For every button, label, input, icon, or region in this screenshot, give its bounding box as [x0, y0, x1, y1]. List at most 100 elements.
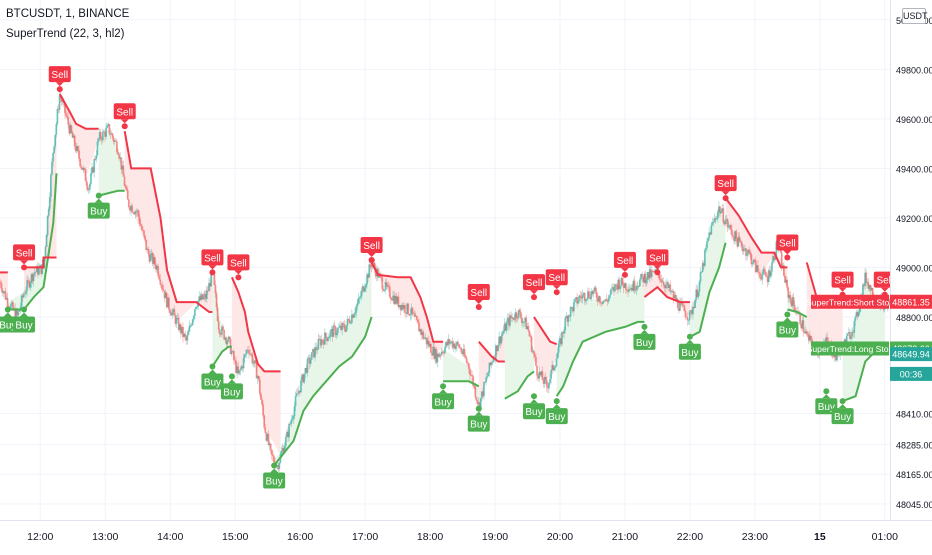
candle-body [646, 272, 649, 281]
candle-body [98, 132, 101, 139]
signal-pointer [653, 265, 662, 270]
buy-signal[interactable]: Buy [201, 363, 224, 390]
sell-label: Sell [834, 276, 851, 287]
candle-body [483, 382, 485, 397]
candle-body [826, 337, 829, 341]
buy-signal[interactable]: Buy [633, 323, 656, 350]
sell-signal[interactable]: Sell [714, 175, 737, 202]
candle-body [515, 312, 518, 318]
buy-signal[interactable]: Buy [776, 311, 799, 338]
candle-body [379, 273, 381, 275]
uptrend-fill [274, 262, 372, 466]
candle-body [87, 189, 90, 191]
candle-body [287, 431, 289, 438]
candle-body [409, 314, 412, 316]
sell-signal[interactable]: Sell [48, 66, 71, 93]
candle-body [387, 285, 390, 287]
time-axis[interactable]: 12:00 13:00 14:00 15:00 16:00 17:00 18:00 19:00… [0, 520, 932, 550]
candle-body [88, 183, 91, 190]
candle-body [370, 266, 373, 268]
candle-body [15, 310, 18, 319]
candle-body [16, 310, 19, 316]
candle-body [182, 326, 184, 337]
candle-body [438, 354, 441, 357]
sell-signal[interactable]: Sell [613, 251, 636, 278]
candle-body [238, 370, 241, 374]
currency-badge[interactable]: USDT [902, 8, 928, 24]
signal-pointer [208, 369, 217, 374]
sell-signal[interactable]: Sell [113, 103, 136, 130]
buy-signal[interactable]: Buy [87, 192, 110, 219]
supertrend-up-line [787, 308, 808, 318]
candle-body [830, 344, 833, 355]
candle-body [107, 124, 110, 126]
sell-signal[interactable]: Sell [13, 244, 36, 271]
candle-body [686, 317, 689, 321]
candle-body [46, 215, 49, 235]
sell-label: Sell [363, 241, 380, 252]
sell-signal[interactable]: Sell [646, 249, 669, 276]
candle-body [206, 290, 209, 292]
candle-body [506, 317, 509, 323]
buy-label: Buy [204, 377, 221, 388]
buy-signal[interactable]: Buy [831, 398, 854, 425]
candle-body [632, 280, 635, 291]
sell-signal[interactable]: Sell [360, 237, 383, 263]
candle-body [281, 448, 284, 452]
sell-signal[interactable]: Sell [201, 249, 224, 276]
buy-signal[interactable]: Buy [523, 393, 545, 420]
time-tick-label: 17:00 [352, 531, 378, 543]
candle-body [132, 212, 135, 214]
buy-signal[interactable]: Buy [220, 373, 243, 400]
candle-body [253, 360, 256, 363]
sell-signal[interactable]: Sell [831, 271, 854, 298]
candle-body [708, 232, 711, 238]
candle-body [436, 353, 439, 363]
candle-body [140, 225, 143, 230]
sell-signal[interactable]: Sell [227, 254, 250, 281]
candle-body [284, 436, 287, 447]
buy-signal[interactable]: Buy [678, 333, 701, 360]
candle-body [575, 297, 577, 300]
sell-signal[interactable]: Sell [467, 284, 490, 311]
candle-body [637, 286, 640, 287]
chart-plot-area[interactable]: Buy Buy Buy Buy Buy Buy Buy Buy Buy Buy Buy Buy Buy B… [0, 0, 890, 520]
symbol-title[interactable]: BTCUSDT, 1, BINANCE [6, 8, 130, 20]
sell-signal[interactable]: Sell [873, 271, 890, 298]
price-axis[interactable]: 50000.0049800.0049600.0049400.0049200.00… [890, 0, 932, 520]
buy-signal[interactable]: Buy [263, 462, 286, 489]
candle-body [672, 291, 675, 299]
candle-body [185, 336, 188, 341]
signal-pointer [783, 317, 792, 322]
candle-body [847, 332, 850, 334]
buy-signal[interactable]: Buy [13, 306, 36, 333]
candle-body [720, 211, 722, 214]
sell-signal[interactable]: Sell [545, 269, 568, 296]
buy-label: Buy [90, 207, 107, 218]
buy-signal[interactable]: Buy [467, 405, 490, 432]
candle-body [621, 277, 624, 285]
sell-signal[interactable]: Sell [523, 274, 545, 301]
candle-body [231, 351, 234, 352]
candle-body [641, 273, 643, 277]
candle-body [2, 291, 5, 294]
candle-body [79, 158, 82, 167]
signal-box [113, 103, 136, 120]
candle-body [721, 208, 724, 212]
candle-body [80, 166, 83, 168]
buy-signal[interactable]: Buy [432, 383, 455, 410]
candle-body [55, 123, 58, 135]
candle-body [771, 262, 773, 272]
candle-body [792, 297, 795, 305]
candle-body [123, 176, 126, 187]
candle-body [870, 287, 873, 291]
buy-signal[interactable]: Buy [545, 398, 568, 425]
candle-body [103, 131, 105, 133]
candle-body [118, 154, 120, 159]
candle-body [513, 319, 516, 321]
sell-signal[interactable]: Sell [776, 234, 799, 261]
candle-body [591, 291, 594, 295]
candle-body [735, 231, 738, 239]
indicator-legend[interactable]: SuperTrend (22, 3, hl2) [6, 28, 125, 40]
